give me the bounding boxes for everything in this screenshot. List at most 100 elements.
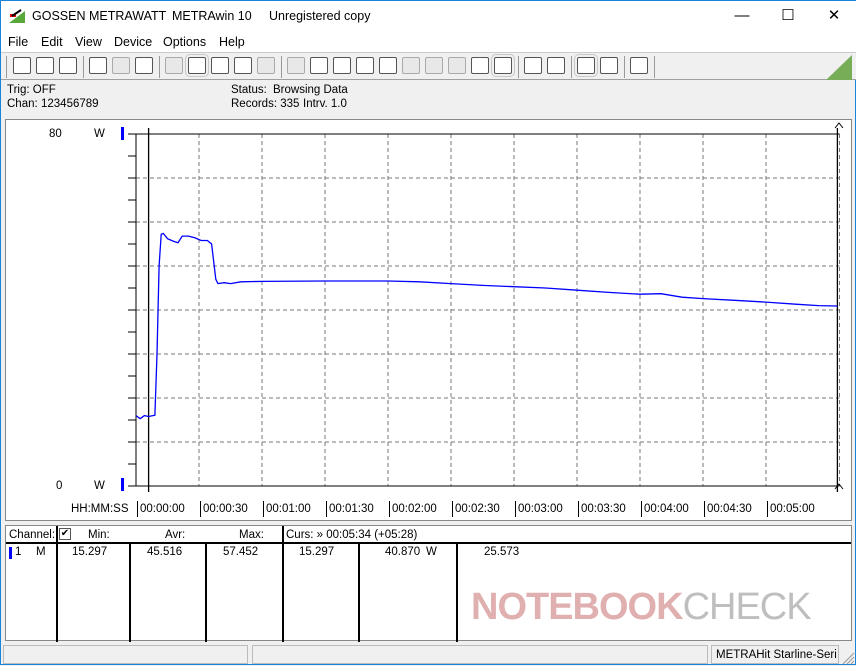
license-title: Unregistered copy bbox=[269, 9, 371, 23]
device-read-icon[interactable] bbox=[89, 57, 107, 74]
menu-view[interactable]: View bbox=[75, 35, 102, 49]
toolbar-separator bbox=[654, 56, 655, 78]
toolbar-separator bbox=[281, 56, 282, 78]
max-value: 57.452 bbox=[223, 546, 259, 558]
app-logo-icon bbox=[9, 9, 25, 23]
save-icon[interactable] bbox=[13, 57, 31, 74]
yt-chart-icon[interactable] bbox=[185, 54, 209, 77]
digital-icon[interactable] bbox=[333, 57, 351, 74]
channel-color-marker bbox=[9, 547, 12, 559]
x-tick-label: 00:01:30 bbox=[326, 501, 374, 517]
device-settings-icon[interactable] bbox=[402, 57, 420, 74]
cursor2-value: 40.870 bbox=[385, 546, 421, 558]
channel-label: Chan: bbox=[7, 98, 38, 110]
menu-file[interactable]: File bbox=[8, 35, 29, 49]
menu-help[interactable]: Help bbox=[219, 35, 245, 49]
minimize-button[interactable]: — bbox=[734, 7, 750, 24]
menu-edit[interactable]: Edit bbox=[41, 35, 63, 49]
measurement-table: Channel: ✔ Min: Avr: Max: Curs: » 00:05:… bbox=[5, 525, 852, 642]
channel-number: 1 bbox=[15, 546, 22, 558]
watermark-logo: NOTEBOOKCHECK bbox=[471, 586, 812, 628]
import-icon[interactable] bbox=[310, 57, 328, 74]
scroll-up-icon[interactable] bbox=[834, 121, 844, 129]
export-icon[interactable] bbox=[287, 57, 305, 74]
y-max-label: 80 bbox=[49, 128, 62, 140]
xy-chart-icon[interactable] bbox=[211, 57, 229, 74]
x-axis-format-label: HH:MM:SS bbox=[71, 503, 129, 515]
close-button[interactable]: ✕ bbox=[827, 7, 841, 24]
channel-value: 123456789 bbox=[41, 98, 99, 110]
bug-icon[interactable] bbox=[491, 54, 515, 77]
x-tick-label: 00:00:00 bbox=[137, 501, 185, 517]
y-min-label: 0 bbox=[56, 480, 63, 492]
x-tick-label: 00:04:30 bbox=[704, 501, 752, 517]
channel-header: Channel: bbox=[9, 529, 56, 541]
x-tick-label: 00:02:30 bbox=[452, 501, 500, 517]
histogram-icon[interactable] bbox=[257, 57, 275, 74]
status-value: Browsing Data bbox=[273, 84, 348, 96]
y-unit-label-bottom: W bbox=[94, 480, 105, 492]
x-tick-label: 00:04:00 bbox=[641, 501, 689, 517]
zoom-curve-icon[interactable] bbox=[600, 57, 618, 74]
avr-header: Avr: bbox=[165, 529, 186, 541]
print-preview-icon[interactable] bbox=[547, 57, 565, 74]
channel-checkbox[interactable]: ✔ bbox=[59, 528, 71, 540]
cursor1-value: 15.297 bbox=[299, 546, 335, 558]
menu-options[interactable]: Options bbox=[163, 35, 207, 49]
memory-read-icon[interactable] bbox=[135, 57, 153, 74]
open-folder-icon[interactable] bbox=[59, 57, 77, 74]
menu-bar: File Edit View Device Options Help bbox=[1, 32, 856, 52]
device-read-disabled-icon[interactable] bbox=[112, 57, 130, 74]
chart-panel[interactable]: 80 W 0 W HH:MM:SS 00:00:00 00:00:30 00:01:… bbox=[5, 119, 852, 521]
interval-value: Intrv. 1.0 bbox=[303, 98, 347, 110]
channel-marker-bottom bbox=[121, 478, 124, 491]
channel-mode: M bbox=[36, 546, 46, 558]
x-tick-label: 00:00:30 bbox=[200, 501, 248, 517]
trigger-icon[interactable] bbox=[425, 57, 443, 74]
x-tick-label: 00:03:00 bbox=[515, 501, 563, 517]
toolbar-separator bbox=[624, 56, 625, 78]
display-icon[interactable] bbox=[165, 57, 183, 74]
info-panel: Trig: OFF Chan: 123456789 Status: Browsi… bbox=[1, 81, 856, 117]
trigger-status: Trig: OFF bbox=[7, 84, 56, 96]
max-header: Max: bbox=[239, 529, 264, 541]
scroll-down-icon[interactable] bbox=[834, 482, 844, 490]
cursor-delta-value: 25.573 bbox=[484, 546, 520, 558]
toolbar-separator bbox=[518, 56, 519, 78]
x-tick-label: 00:02:00 bbox=[389, 501, 437, 517]
table-icon[interactable] bbox=[234, 57, 252, 74]
comment-icon[interactable] bbox=[630, 57, 648, 74]
min-value: 15.297 bbox=[72, 546, 108, 558]
zoom-wave-icon[interactable] bbox=[574, 54, 598, 77]
toolbar-separator bbox=[571, 56, 572, 78]
chart-plot bbox=[128, 128, 840, 492]
title-bar: GOSSEN METRAWATT METRAwin 10 Unregistere… bbox=[1, 1, 856, 32]
clock-icon[interactable] bbox=[471, 57, 489, 74]
cursor-header: Curs: » 00:05:34 (+05:28) bbox=[286, 529, 418, 541]
x-tick-label: 00:05:00 bbox=[767, 501, 815, 517]
device-status: METRAHit Starline-Seri bbox=[711, 645, 839, 664]
toolbar-separator bbox=[6, 56, 7, 78]
cursor2-unit: W bbox=[426, 546, 437, 558]
print-icon[interactable] bbox=[524, 57, 542, 74]
gossen-logo-icon bbox=[826, 55, 852, 80]
power-series-line bbox=[135, 232, 838, 420]
function-icon[interactable] bbox=[379, 57, 397, 74]
maximize-button[interactable]: ☐ bbox=[781, 7, 795, 24]
menu-device[interactable]: Device bbox=[114, 35, 153, 49]
scan-icon[interactable] bbox=[448, 57, 466, 74]
resize-grip-icon[interactable] bbox=[841, 651, 855, 665]
toolbar bbox=[1, 52, 856, 80]
records-count: Records: 335 bbox=[231, 98, 300, 110]
monitor-icon[interactable] bbox=[356, 57, 374, 74]
app-title: METRAwin 10 bbox=[172, 9, 252, 23]
status-label: Status: bbox=[231, 84, 267, 96]
x-tick-label: 00:03:30 bbox=[578, 501, 626, 517]
toolbar-separator bbox=[159, 56, 160, 78]
y-unit-label-top: W bbox=[94, 128, 105, 140]
brand-title: GOSSEN METRAWATT bbox=[32, 9, 167, 23]
avr-value: 45.516 bbox=[147, 546, 183, 558]
x-tick-label: 00:01:00 bbox=[263, 501, 311, 517]
save-as-icon[interactable] bbox=[36, 57, 54, 74]
channel-marker-top bbox=[121, 127, 124, 140]
